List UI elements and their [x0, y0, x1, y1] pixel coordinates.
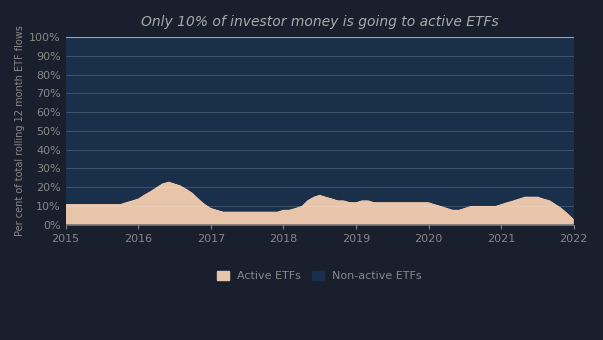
Y-axis label: Per cent of total rolling 12 month ETF flows: Per cent of total rolling 12 month ETF f…	[15, 26, 25, 236]
Legend: Active ETFs, Non-active ETFs: Active ETFs, Non-active ETFs	[218, 271, 422, 282]
Title: Only 10% of investor money is going to active ETFs: Only 10% of investor money is going to a…	[141, 15, 499, 29]
